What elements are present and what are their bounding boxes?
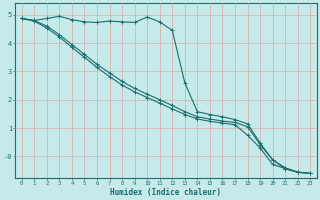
X-axis label: Humidex (Indice chaleur): Humidex (Indice chaleur) (110, 188, 221, 197)
